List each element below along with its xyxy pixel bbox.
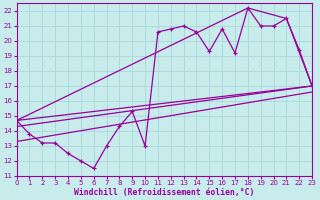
X-axis label: Windchill (Refroidissement éolien,°C): Windchill (Refroidissement éolien,°C) <box>74 188 254 197</box>
